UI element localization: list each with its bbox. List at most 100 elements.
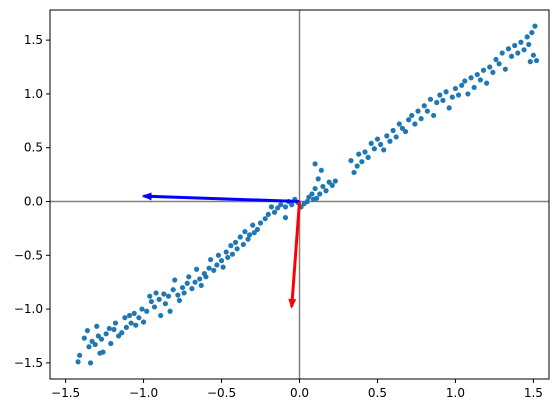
data-point (156, 296, 162, 302)
data-point (348, 158, 354, 164)
data-point (289, 202, 295, 208)
data-point (94, 323, 100, 329)
data-point (144, 308, 150, 314)
data-point (462, 78, 468, 84)
data-point (459, 82, 465, 88)
data-point (533, 57, 540, 64)
data-point (351, 169, 357, 176)
data-point (181, 290, 187, 296)
data-point (148, 298, 154, 305)
data-point (502, 66, 508, 72)
data-point (92, 341, 98, 348)
data-point (220, 264, 226, 270)
data-point (275, 205, 281, 211)
x-tick-label: −0.5 (207, 386, 236, 400)
data-point (197, 276, 203, 282)
data-point (477, 77, 483, 83)
data-point (215, 252, 222, 258)
x-axis-ticks: −1.5 −1.0 −0.5 0.0 0.5 1.0 1.5 (51, 379, 543, 400)
data-point (359, 159, 365, 165)
data-point (176, 297, 183, 304)
data-point (312, 161, 318, 167)
data-point (229, 251, 236, 257)
data-point (387, 138, 393, 144)
y-tick-label: 1.5 (24, 33, 43, 47)
data-point (119, 330, 125, 336)
data-point (165, 293, 172, 299)
data-point (133, 322, 139, 328)
data-point (282, 215, 289, 221)
y-tick-label: −1.5 (14, 356, 43, 370)
data-point (175, 292, 181, 298)
data-point (189, 286, 195, 292)
data-point (326, 179, 332, 185)
data-point (254, 226, 260, 233)
x-tick-label: 1.0 (446, 386, 465, 400)
data-point (153, 290, 159, 296)
data-point (98, 336, 105, 342)
data-point (455, 92, 462, 98)
data-point (393, 134, 399, 140)
data-point (304, 198, 310, 205)
y-tick-label: 1.0 (24, 87, 43, 101)
data-point (390, 127, 396, 134)
data-point (225, 254, 231, 261)
data-point (161, 291, 167, 297)
data-point (484, 80, 490, 86)
data-point (362, 149, 368, 155)
data-point (465, 91, 471, 97)
y-tick-label: −0.5 (14, 248, 43, 262)
blue-arrow (141, 192, 300, 203)
data-point (208, 256, 214, 263)
data-point (112, 320, 119, 326)
data-point (111, 326, 117, 333)
data-point (223, 249, 229, 255)
data-point (418, 116, 424, 122)
data-point (237, 234, 243, 240)
data-point (490, 69, 496, 75)
data-point (242, 229, 248, 235)
x-tick-label: 1.5 (524, 386, 543, 400)
data-point (193, 266, 200, 272)
data-point (309, 191, 315, 197)
data-point (186, 274, 192, 280)
data-point (95, 333, 101, 339)
data-point (471, 84, 477, 91)
data-point (526, 41, 532, 48)
data-point (368, 140, 374, 146)
data-point (162, 301, 168, 307)
data-point (487, 64, 493, 70)
arrows (141, 192, 301, 309)
data-point (431, 112, 437, 119)
data-point (384, 133, 390, 139)
data-point (131, 310, 137, 316)
data-point (170, 287, 176, 293)
data-point (139, 306, 145, 312)
data-point (515, 50, 521, 56)
data-point (434, 99, 440, 106)
x-tick-label: −1.5 (51, 386, 80, 400)
data-point (412, 121, 418, 127)
data-point (250, 222, 256, 228)
data-point (206, 265, 212, 271)
data-point (449, 94, 455, 100)
data-point (87, 360, 94, 366)
y-tick-label: 0.5 (24, 141, 43, 155)
data-point (532, 23, 538, 29)
data-point (365, 154, 371, 160)
data-point (440, 97, 446, 103)
data-point (167, 308, 173, 314)
data-point (530, 52, 537, 58)
data-point (409, 112, 415, 119)
y-axis-ticks: −1.5 −1.0 −0.5 0.0 0.5 1.0 1.5 (14, 33, 50, 370)
data-point (437, 92, 443, 98)
data-point (524, 34, 530, 40)
data-point (381, 147, 387, 153)
data-point (512, 42, 518, 49)
data-point (427, 96, 434, 102)
data-point (214, 262, 220, 268)
data-point (262, 216, 268, 222)
data-point (158, 312, 164, 319)
data-point (123, 324, 130, 330)
